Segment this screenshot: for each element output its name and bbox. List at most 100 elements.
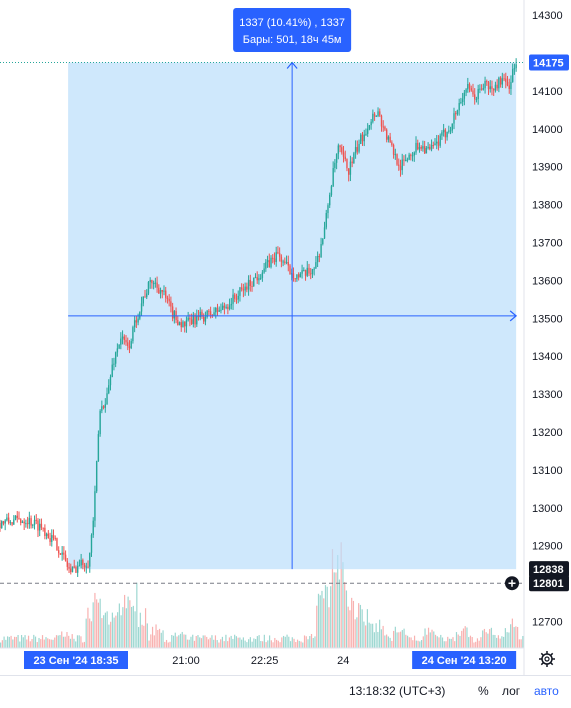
volume-bar — [510, 624, 512, 648]
candle-body — [429, 146, 431, 150]
candle-body — [461, 98, 464, 102]
price-chart[interactable]: 1337 (10.41%) , 1337 Бары: 501, 18ч 45м … — [0, 0, 571, 675]
volume-bar — [5, 639, 7, 648]
volume-bar — [181, 631, 183, 648]
volume-bar — [244, 640, 246, 648]
volume-bar — [321, 590, 323, 648]
candle-body — [95, 461, 98, 492]
candle-body — [109, 376, 112, 386]
price-tick-label: 13000 — [532, 503, 563, 515]
price-tick-label: 14300 — [532, 10, 563, 22]
clock-timezone[interactable]: 13:18:32 (UTC+3) — [349, 684, 446, 698]
candle-body — [265, 262, 267, 269]
volume-bar — [218, 642, 220, 648]
volume-bar — [73, 638, 75, 648]
candle-body — [220, 309, 222, 311]
candle-body — [334, 162, 336, 169]
candle-body — [491, 86, 493, 89]
price-axis[interactable]: 1270012800129001300013100132001330013400… — [505, 0, 569, 675]
volume-bar — [106, 611, 108, 648]
volume-bar — [174, 632, 176, 648]
candle-body — [33, 519, 36, 525]
candle-body — [487, 82, 490, 90]
candle-body — [453, 113, 455, 124]
candle-body — [256, 277, 258, 281]
volume-bar — [319, 595, 321, 648]
candle-body — [316, 256, 319, 263]
volume-bar — [211, 635, 213, 648]
candle-body — [396, 154, 398, 165]
candle-body — [196, 315, 198, 325]
volume-bar — [8, 636, 10, 648]
volume-bar — [127, 596, 129, 648]
candle-body — [360, 134, 362, 144]
volume-bar — [54, 637, 56, 648]
volume-bar — [33, 634, 35, 648]
log-toggle[interactable]: лог — [502, 684, 521, 698]
volume-bar — [436, 636, 438, 648]
volume-bar — [331, 549, 334, 648]
volume-bar — [316, 605, 318, 648]
candle-body — [149, 280, 151, 283]
volume-bar — [267, 640, 269, 648]
candle-body — [239, 287, 241, 296]
candle-body — [227, 306, 229, 310]
candle-body — [474, 94, 476, 100]
price-tick-label: 13500 — [532, 313, 563, 325]
volume-bar — [476, 638, 479, 648]
volume-bar — [104, 612, 106, 648]
volume-bar — [450, 638, 452, 648]
candle-body — [394, 154, 397, 156]
candle-body — [253, 277, 255, 287]
volume-bar — [438, 637, 440, 648]
volume-bar — [75, 641, 77, 648]
candle-body — [92, 520, 94, 536]
candle-body — [68, 566, 70, 569]
candle-body — [446, 131, 448, 138]
volume-bar — [501, 636, 503, 648]
volume-bar — [158, 628, 161, 648]
volume-bar — [66, 631, 68, 648]
auto-toggle[interactable]: авто — [534, 684, 559, 698]
volume-bar — [351, 597, 353, 648]
volume-bar — [41, 635, 44, 648]
candle-body — [403, 159, 405, 161]
volume-bar — [52, 639, 54, 648]
add-alert-button[interactable] — [505, 576, 519, 591]
volume-bar — [513, 627, 515, 648]
volume-bar — [202, 635, 204, 648]
candle-body — [385, 129, 388, 140]
candle-body — [144, 296, 146, 298]
volume-bar — [302, 642, 304, 648]
settings-button[interactable] — [539, 651, 555, 667]
percent-toggle[interactable]: % — [478, 684, 489, 698]
volume-bar — [110, 621, 112, 648]
volume-bar — [90, 621, 93, 648]
volume-bar — [333, 572, 335, 648]
candle-body — [332, 168, 334, 187]
candle-body — [171, 306, 174, 319]
candle-body — [158, 287, 160, 294]
volume-bar — [305, 636, 307, 648]
candle-body — [368, 125, 371, 129]
candle-body — [387, 136, 390, 140]
volume-bar — [314, 636, 316, 648]
volume-bar — [71, 634, 73, 648]
candle-body — [0, 522, 1, 529]
candle-body — [32, 524, 34, 526]
volume-bar — [420, 640, 423, 648]
volume-bar — [141, 624, 143, 648]
volume-bar — [293, 638, 295, 648]
time-axis[interactable]: 21:00 22:25 24 23 Сен '24 18:35 24 Сен '24 1… — [0, 647, 524, 669]
candle-body — [76, 566, 79, 573]
candle-body — [259, 277, 262, 279]
volume-bar — [92, 602, 94, 648]
volume-bar — [12, 639, 14, 648]
volume-bar — [386, 634, 388, 648]
candle-body — [75, 566, 77, 573]
candle-body — [263, 268, 265, 273]
time-badge-label: 24 Сен '24 13:20 — [422, 655, 507, 667]
candle-body — [225, 306, 227, 308]
candle-body — [45, 533, 48, 536]
candle-body — [391, 142, 393, 145]
